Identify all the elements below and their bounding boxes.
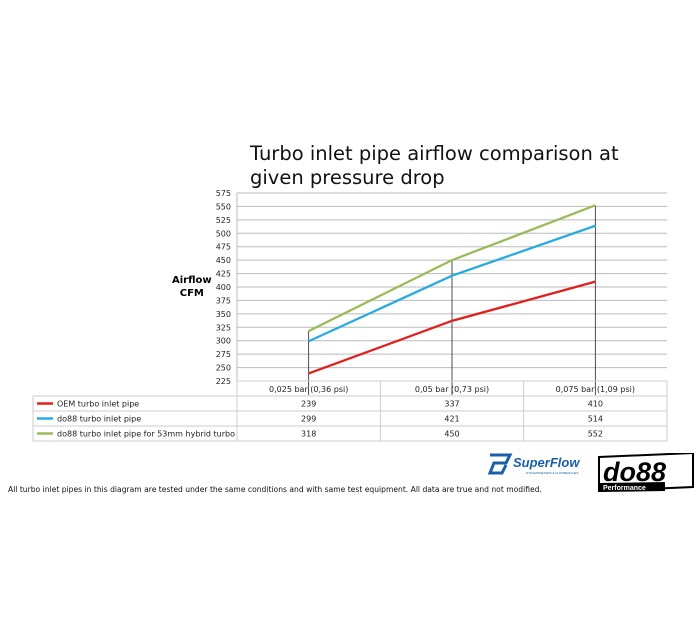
y-tick-label: 350	[216, 310, 231, 319]
legend-label: do88 turbo inlet pipe for 53mm hybrid tu…	[57, 430, 235, 439]
y-tick-label: 375	[216, 296, 231, 305]
x-tick-label: 0,025 bar (0,36 psi)	[269, 385, 348, 394]
y-tick-label: 575	[216, 189, 231, 198]
svg-text:Performance: Performance	[603, 485, 646, 492]
y-tick-label: 550	[216, 202, 231, 211]
y-tick-label: 500	[216, 229, 231, 238]
y-tick-label: 450	[216, 256, 231, 265]
data-label: 450	[444, 430, 459, 439]
data-label: 421	[444, 415, 459, 424]
data-label: 239	[301, 400, 316, 409]
footnote: All turbo inlet pipes in this diagram ar…	[8, 485, 542, 494]
svg-text:DYNAMOMETERS & FLOWBENCHES: DYNAMOMETERS & FLOWBENCHES	[526, 471, 579, 475]
y-tick-label: 250	[216, 364, 231, 373]
svg-text:SuperFlow: SuperFlow	[513, 455, 580, 470]
y-tick-label: 400	[216, 283, 231, 292]
y-axis-label-line1: Airflow	[172, 275, 212, 286]
data-label: 514	[588, 415, 603, 424]
y-tick-label: 225	[216, 377, 231, 386]
data-label: 337	[444, 400, 459, 409]
chart-title: Turbo inlet pipe airflow comparison at g…	[250, 142, 619, 189]
y-axis-label: Airflow CFM	[172, 274, 212, 300]
legend-label: do88 turbo inlet pipe	[57, 415, 141, 424]
y-tick-label: 325	[216, 323, 231, 332]
y-tick-label: 425	[216, 270, 231, 279]
data-label: 552	[588, 430, 603, 439]
x-tick-label: 0,075 bar (1,09 psi)	[556, 385, 635, 394]
legend-label: OEM turbo inlet pipe	[57, 400, 139, 409]
y-tick-label: 475	[216, 243, 231, 252]
data-label: 299	[301, 415, 316, 424]
y-tick-label: 300	[216, 337, 231, 346]
y-axis-label-line2: CFM	[179, 288, 204, 299]
superflow-logo: SuperFlow DYNAMOMETERS & FLOWBENCHES	[487, 453, 580, 475]
data-label: 318	[301, 430, 316, 439]
x-tick-label: 0,05 bar (0,73 psi)	[415, 385, 489, 394]
y-tick-label: 275	[216, 350, 231, 359]
y-tick-label: 525	[216, 216, 231, 225]
data-label: 410	[588, 400, 603, 409]
svg-text:do88: do88	[603, 457, 666, 487]
do88-logo: do88 Performance	[598, 453, 694, 493]
